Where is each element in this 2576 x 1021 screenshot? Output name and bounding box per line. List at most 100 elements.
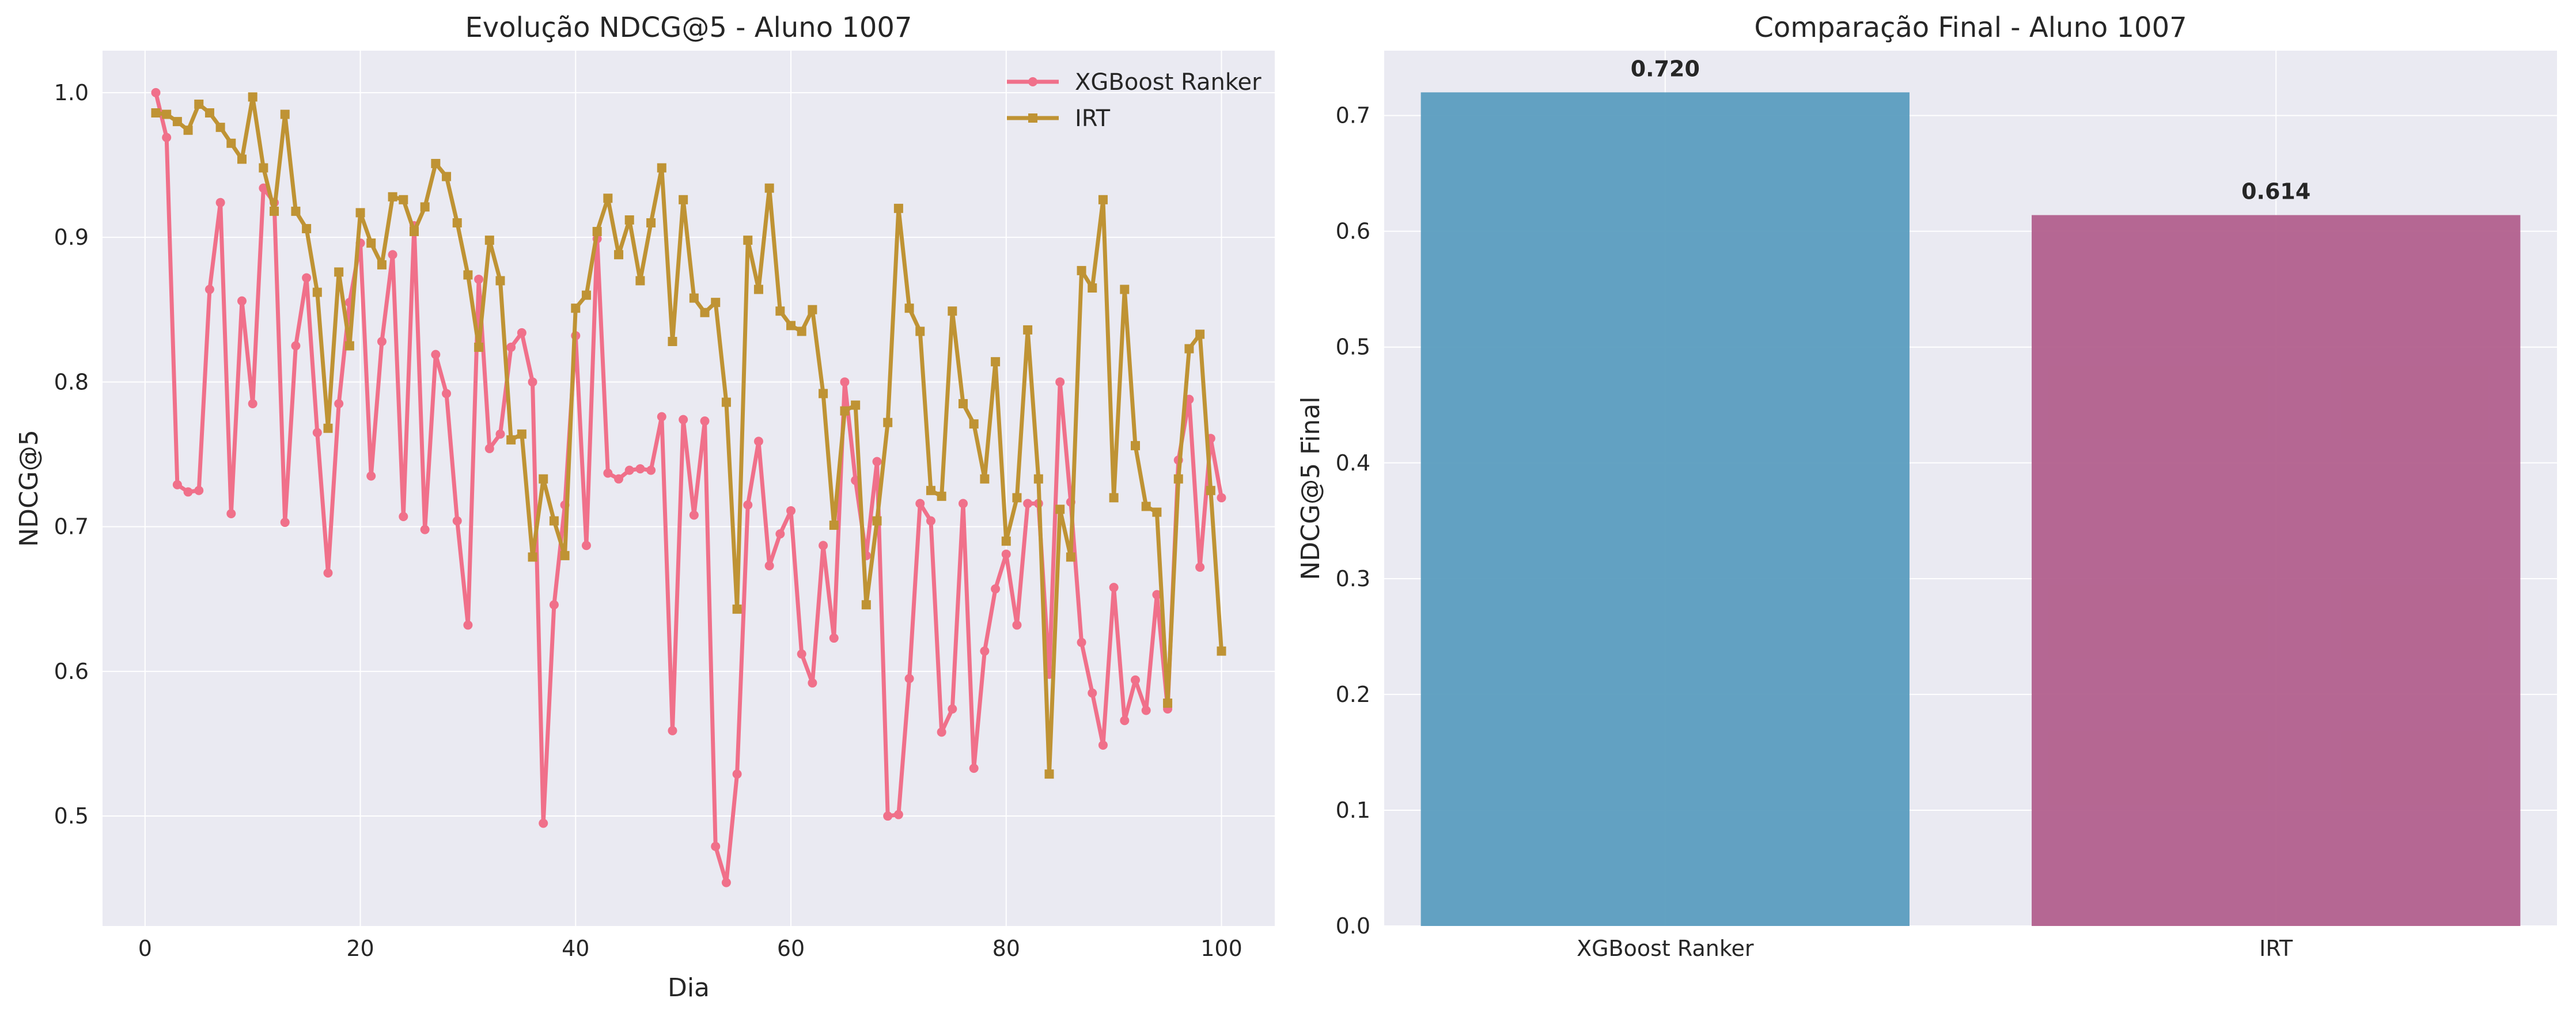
data-point-xgboost — [732, 769, 742, 779]
data-point-xgboost — [646, 465, 656, 475]
data-point-xgboost — [926, 516, 935, 526]
data-point-irt — [753, 284, 763, 294]
data-point-xgboost — [399, 511, 408, 521]
data-point-irt — [334, 267, 344, 277]
data-point-xgboost — [183, 487, 193, 497]
data-point-irt — [495, 276, 505, 286]
line-chart-y-axis-label: NDCG@5 — [14, 430, 44, 547]
data-point-irt — [991, 357, 1001, 367]
data-point-irt — [624, 215, 634, 225]
data-point-xgboost — [1055, 377, 1065, 387]
data-point-xgboost — [764, 561, 774, 571]
line-chart-title: Evolução NDCG@5 - Aluno 1007 — [465, 12, 912, 44]
data-point-xgboost — [172, 480, 182, 489]
data-point-xgboost — [1109, 583, 1119, 593]
data-point-irt — [1012, 493, 1022, 503]
y-tick-label: 0.1 — [1336, 798, 1370, 823]
bar-irt — [2032, 215, 2521, 926]
series-line-irt — [156, 94, 1223, 776]
data-point-irt — [581, 290, 591, 300]
legend-label-xgboost: XGBoost Ranker — [1075, 69, 1262, 96]
data-point-irt — [323, 423, 333, 433]
data-point-irt — [893, 203, 903, 213]
y-tick-label: 1.0 — [54, 80, 89, 105]
y-tick-label: 0.7 — [1336, 103, 1370, 128]
data-point-xgboost — [248, 399, 257, 409]
line-chart-x-ticks: 0 20 40 60 80 100 — [138, 936, 1242, 961]
x-tick-label: 0 — [138, 936, 152, 961]
data-point-irt — [528, 552, 537, 562]
data-point-irt — [797, 327, 806, 336]
line-chart-plot-area — [103, 51, 1275, 926]
data-point-irt — [291, 206, 301, 216]
data-point-irt — [420, 202, 430, 212]
data-point-xgboost — [969, 764, 979, 773]
data-point-irt — [215, 123, 225, 132]
data-point-irt — [259, 163, 268, 173]
data-point-irt — [1163, 699, 1173, 708]
data-point-xgboost — [840, 377, 850, 387]
data-point-irt — [915, 327, 925, 336]
data-point-xgboost — [215, 198, 225, 207]
data-point-xgboost — [528, 377, 537, 387]
data-point-irt — [1109, 493, 1119, 503]
data-point-xgboost — [721, 878, 731, 887]
data-point-irt — [399, 195, 408, 204]
data-point-irt — [463, 270, 473, 280]
data-point-irt — [711, 298, 721, 308]
x-tick-label: 80 — [992, 936, 1020, 961]
data-point-xgboost — [506, 343, 516, 352]
bar-chart-y-axis-label: NDCG@5 Final — [1296, 397, 1325, 580]
data-point-xgboost — [1001, 549, 1011, 559]
data-point-xgboost — [711, 841, 721, 851]
line-chart-x-axis-label: Dia — [668, 973, 710, 1003]
data-point-irt — [1120, 284, 1130, 294]
data-point-irt — [883, 417, 893, 427]
y-tick-label: 0.8 — [54, 369, 89, 394]
data-point-xgboost — [603, 468, 613, 478]
y-tick-label: 0.5 — [54, 803, 89, 829]
data-point-irt — [732, 604, 742, 614]
bar-chart-title: Comparação Final - Aluno 1007 — [1754, 12, 2187, 44]
x-tick-label: 60 — [777, 936, 805, 961]
bar-value-label: 0.614 — [2241, 179, 2310, 204]
data-point-xgboost — [1217, 493, 1226, 503]
data-point-irt — [162, 109, 172, 119]
data-point-irt — [248, 92, 257, 102]
data-point-xgboost — [151, 88, 161, 97]
data-point-xgboost — [549, 600, 559, 610]
data-point-irt — [204, 108, 214, 118]
data-point-irt — [517, 429, 526, 439]
line-chart-legend: XGBoost Ranker IRT — [1007, 69, 1262, 132]
data-point-irt — [840, 406, 850, 416]
data-point-xgboost — [517, 328, 526, 337]
data-point-xgboost — [194, 485, 204, 495]
data-point-irt — [409, 227, 419, 237]
data-point-irt — [1141, 502, 1151, 511]
data-point-irt — [592, 227, 602, 237]
data-point-xgboost — [819, 541, 828, 551]
data-point-xgboost — [237, 296, 247, 306]
data-point-xgboost — [915, 499, 925, 508]
data-point-irt — [786, 321, 796, 331]
data-point-xgboost — [883, 811, 893, 821]
data-point-irt — [344, 341, 354, 351]
data-point-xgboost — [312, 428, 322, 438]
legend-label-irt: IRT — [1075, 105, 1111, 132]
data-point-irt — [948, 306, 957, 316]
data-point-irt — [1131, 441, 1141, 450]
data-point-irt — [700, 308, 710, 317]
data-point-xgboost — [388, 250, 397, 260]
data-point-irt — [743, 236, 753, 245]
data-point-xgboost — [624, 465, 634, 475]
data-point-xgboost — [484, 443, 494, 453]
data-point-xgboost — [334, 399, 344, 409]
data-point-xgboost — [872, 457, 882, 466]
data-point-xgboost — [463, 620, 473, 630]
data-point-xgboost — [452, 516, 462, 526]
bar-value-label: 0.720 — [1631, 56, 1700, 81]
y-tick-label: 0.2 — [1336, 682, 1370, 707]
data-point-irt — [904, 303, 914, 313]
data-point-irt — [506, 435, 516, 445]
